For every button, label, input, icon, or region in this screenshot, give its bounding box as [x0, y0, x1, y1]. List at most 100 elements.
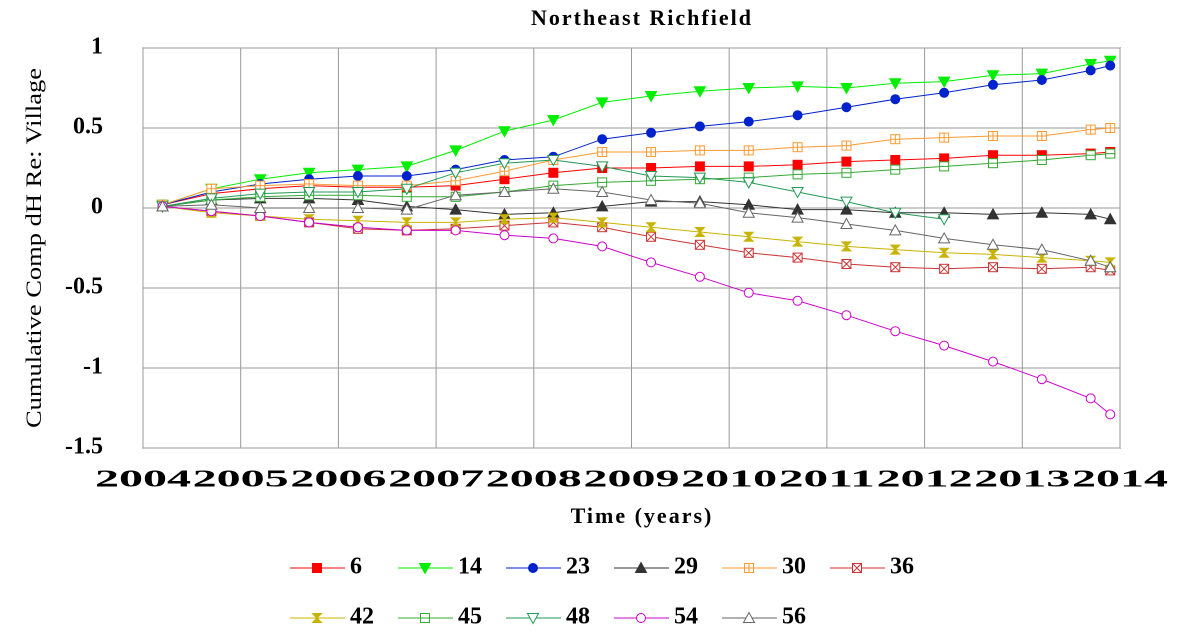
marker-part — [1036, 75, 1047, 85]
marker-part — [450, 225, 461, 236]
x-tick-label: 2008 — [486, 467, 582, 493]
x-tick-label: 2010 — [681, 467, 777, 493]
data-point — [792, 169, 803, 180]
marker-part — [742, 611, 756, 623]
marker-part — [546, 155, 560, 167]
marker-part — [841, 102, 852, 113]
marker-part — [938, 247, 950, 258]
data-point — [693, 196, 707, 209]
y-tick-label: 0.5 — [73, 114, 103, 140]
marker-part — [1037, 131, 1047, 141]
marker-part — [646, 127, 657, 138]
marker-part — [793, 142, 803, 152]
marker-part — [792, 252, 803, 263]
legend-marker — [742, 611, 756, 623]
legend-label: 56 — [782, 604, 806, 630]
data-point — [840, 196, 853, 209]
marker-part — [743, 287, 754, 298]
legend-label: 6 — [350, 554, 362, 580]
series-line — [162, 205, 1111, 271]
legend-marker — [852, 563, 862, 573]
marker-part — [792, 159, 803, 170]
marker-part — [1105, 60, 1116, 71]
marker-part — [498, 126, 511, 138]
legend-marker — [420, 613, 430, 623]
marker-part — [526, 613, 540, 625]
marker-part — [636, 613, 646, 623]
data-point — [791, 236, 804, 247]
data-point — [1105, 60, 1116, 71]
marker-part — [890, 326, 901, 337]
data-point — [890, 134, 901, 145]
marker-part — [449, 167, 462, 180]
data-point — [596, 217, 608, 228]
marker-part — [841, 259, 852, 269]
data-point — [1036, 131, 1047, 141]
legend-label: 54 — [674, 604, 698, 630]
data-point — [401, 171, 412, 181]
marker-part — [351, 164, 365, 177]
marker-part — [695, 145, 705, 155]
data-point — [792, 110, 803, 121]
legend-marker — [312, 563, 322, 573]
marker-part — [547, 212, 560, 223]
data-point — [351, 201, 365, 213]
data-point — [841, 156, 852, 167]
marker-part — [302, 187, 316, 199]
data-point — [888, 78, 902, 90]
legend-marker — [636, 613, 646, 623]
marker-part — [400, 183, 414, 196]
data-point — [498, 214, 511, 225]
marker-part — [694, 121, 705, 132]
data-point — [938, 247, 950, 258]
legend-marker — [744, 563, 754, 573]
data-point — [1103, 260, 1117, 273]
marker-part — [206, 184, 216, 194]
x-tick-label: 2006 — [290, 467, 386, 493]
marker-part — [548, 167, 559, 178]
data-point — [841, 102, 852, 113]
data-point — [304, 217, 315, 228]
data-point — [597, 134, 608, 145]
data-point — [743, 116, 754, 127]
data-point — [1105, 148, 1116, 159]
marker-part — [311, 613, 323, 623]
data-point — [937, 76, 951, 89]
marker-part — [986, 238, 1000, 250]
marker-part — [1084, 59, 1098, 71]
marker-part — [694, 161, 705, 172]
marker-part — [840, 203, 853, 215]
data-point — [1035, 243, 1049, 255]
data-point — [987, 79, 998, 90]
marker-part — [351, 187, 365, 199]
marker-part — [791, 81, 804, 93]
series-line — [162, 205, 1111, 415]
data-point — [1105, 123, 1116, 133]
legend-label: 42 — [350, 604, 374, 630]
data-point — [694, 161, 705, 172]
marker-part — [351, 201, 365, 213]
marker-part — [840, 217, 853, 229]
marker-part — [449, 203, 462, 215]
data-point — [1035, 68, 1049, 81]
data-point — [1085, 124, 1096, 135]
legend-label: 29 — [674, 554, 698, 580]
marker-part — [595, 185, 609, 197]
x-tick-label: 2005 — [193, 467, 289, 493]
data-point — [986, 207, 1000, 220]
data-point — [205, 198, 218, 210]
data-point — [1085, 65, 1096, 76]
data-point — [595, 199, 609, 212]
data-point — [302, 187, 316, 199]
marker-part — [401, 171, 412, 181]
data-point — [742, 206, 756, 218]
data-point — [644, 91, 658, 103]
marker-part — [693, 172, 707, 185]
marker-part — [304, 217, 315, 228]
marker-part — [644, 171, 658, 183]
marker-part — [743, 247, 754, 258]
marker-part — [449, 217, 462, 228]
data-point — [890, 94, 901, 105]
data-point — [792, 295, 803, 306]
data-point — [890, 326, 901, 337]
